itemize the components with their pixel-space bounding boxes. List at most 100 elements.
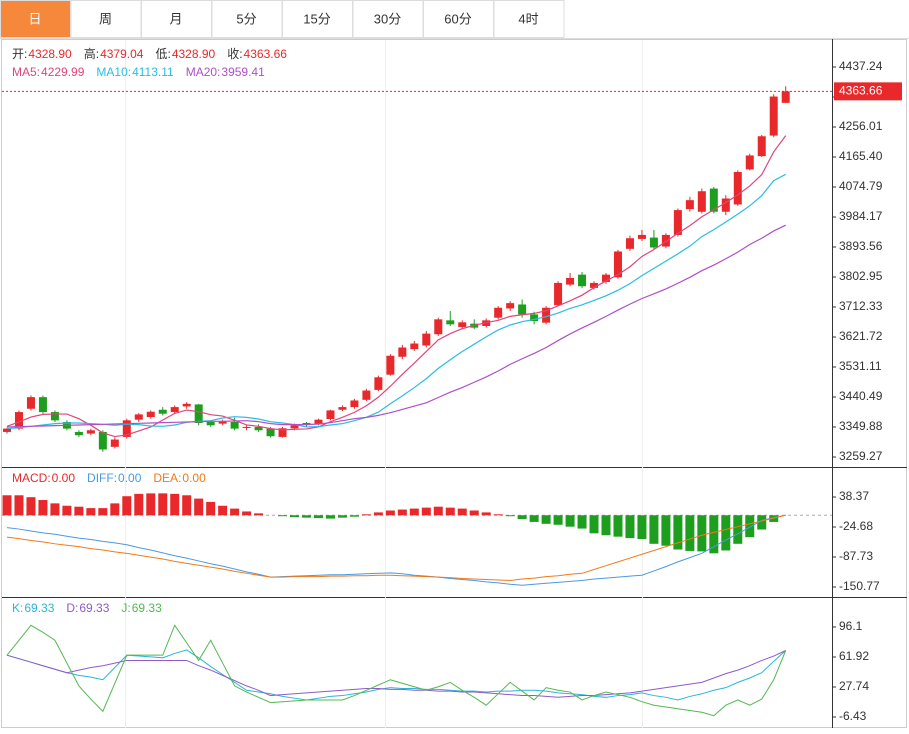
candle-body — [649, 237, 658, 248]
y-tick-label: -150.77 — [839, 579, 880, 593]
macd-bar — [122, 496, 132, 516]
tab[interactable]: 30分 — [352, 0, 424, 38]
macd-line — [6, 514, 786, 586]
macd-bar — [529, 515, 539, 522]
candle-body — [326, 410, 335, 420]
macd-bar — [2, 495, 12, 516]
tab-background[interactable] — [493, 0, 565, 38]
tab-label[interactable]: 月 — [169, 11, 182, 26]
macd-bar — [230, 508, 240, 516]
candle-body — [733, 172, 742, 205]
candle-body — [625, 238, 634, 249]
candle-body — [86, 430, 95, 434]
candle-body — [697, 191, 706, 212]
candle-body — [494, 307, 503, 318]
tab[interactable]: 4时 — [493, 0, 565, 38]
candle-body — [278, 428, 287, 437]
legend-value: 69.33 — [132, 601, 162, 615]
candle-body — [554, 282, 563, 306]
macd-bar — [373, 512, 383, 516]
legend-label: 低: — [155, 47, 170, 61]
y-tick-label: 3893.56 — [839, 239, 883, 253]
candle-body — [602, 274, 610, 282]
tab-label[interactable]: 周 — [99, 11, 112, 26]
legend-label: J: — [121, 601, 130, 615]
tab-label[interactable]: 30分 — [374, 11, 401, 26]
tab-background[interactable] — [141, 0, 212, 38]
macd-bar — [302, 515, 311, 518]
macd-bar — [74, 506, 84, 516]
y-tick-label: 3531.11 — [839, 359, 882, 373]
tab-background[interactable] — [70, 0, 142, 38]
macd-bar — [26, 497, 36, 516]
tab[interactable]: 日 — [0, 0, 71, 38]
macd-bar — [625, 515, 635, 539]
candle-body — [50, 412, 59, 421]
tab-label[interactable]: 5分 — [236, 11, 256, 26]
candle-body — [182, 403, 191, 407]
legend-label: 开: — [12, 47, 27, 61]
y-tick-label: 3259.27 — [839, 449, 883, 463]
ma-line — [6, 173, 786, 430]
legend-label: DIFF: — [87, 471, 117, 485]
candle-body — [26, 397, 35, 409]
tab[interactable]: 15分 — [282, 0, 353, 38]
tab-background[interactable] — [282, 0, 353, 38]
candle-body — [170, 407, 179, 413]
candle-body — [266, 428, 275, 437]
legend-label: MA20: — [186, 65, 221, 79]
y-tick-label: 61.92 — [839, 649, 869, 663]
candle-body — [506, 303, 515, 309]
legend-label: D: — [66, 601, 78, 615]
tab-label[interactable]: 4时 — [518, 11, 538, 26]
macd-bar — [325, 515, 335, 519]
macd-bar — [757, 515, 767, 530]
y-tick-label: 4165.40 — [839, 149, 883, 163]
candle-body — [350, 400, 359, 408]
candle-body — [254, 426, 263, 431]
tab[interactable]: 周 — [70, 0, 142, 38]
macd-bar — [313, 515, 323, 519]
legend-value: 69.33 — [79, 601, 109, 615]
macd-bar — [349, 515, 359, 517]
macd-bar — [613, 515, 623, 537]
macd-bar — [721, 515, 731, 551]
tab-label[interactable]: 60分 — [444, 11, 471, 26]
candle-body — [134, 414, 143, 420]
macd-bar — [553, 515, 563, 525]
legend-value: 4113.11 — [132, 65, 174, 79]
candle-body — [458, 322, 467, 327]
tab-label[interactable]: 日 — [28, 11, 41, 26]
legend-value: 4229.99 — [41, 65, 85, 79]
tab[interactable]: 60分 — [423, 0, 494, 38]
tab-background[interactable] — [211, 0, 283, 38]
macd-bar — [745, 515, 755, 538]
macd-bar — [685, 515, 695, 551]
macd-bar — [38, 500, 48, 516]
candle-body — [122, 420, 131, 437]
candle-body — [530, 314, 539, 322]
macd-bar — [146, 493, 156, 516]
indicator-line — [6, 624, 787, 717]
tab-label[interactable]: 15分 — [303, 11, 330, 26]
candle-body — [302, 422, 311, 425]
macd-bar — [170, 493, 180, 516]
tab[interactable]: 月 — [141, 0, 212, 38]
y-tick-label: 3621.72 — [839, 329, 883, 343]
candle-body — [158, 409, 167, 414]
macd-bar — [493, 514, 503, 516]
macd-bar — [254, 513, 264, 516]
legend-label: K: — [12, 601, 23, 615]
macd-bar — [673, 515, 683, 550]
candle-body — [314, 419, 323, 425]
tab-background[interactable] — [0, 0, 71, 38]
tab[interactable]: 5分 — [211, 0, 283, 38]
candle-body — [338, 407, 347, 410]
macd-bar — [445, 507, 455, 516]
candle-body — [542, 307, 551, 323]
legend-value: 0.00 — [182, 471, 206, 485]
legend-label: 收: — [227, 47, 242, 61]
y-tick-label: 3802.95 — [839, 269, 883, 283]
macd-bar — [469, 510, 479, 516]
candle-body — [518, 304, 527, 315]
